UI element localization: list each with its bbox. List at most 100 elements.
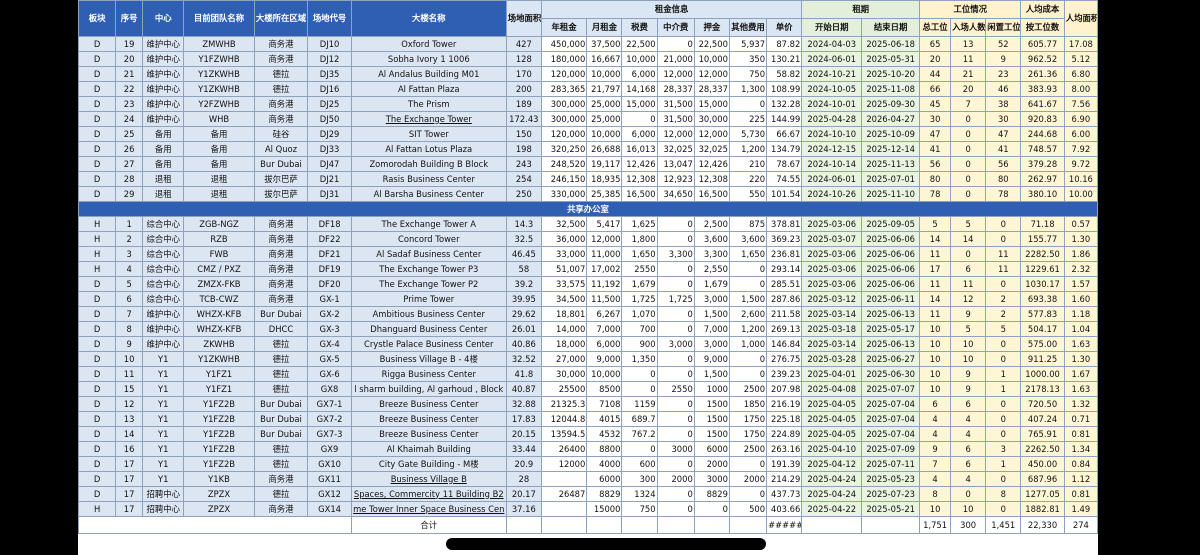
cell: 248,520 <box>540 156 588 172</box>
cell: The Exchange Tower P3 <box>350 261 507 277</box>
cell: 1.60 <box>1063 291 1098 307</box>
cell: 0 <box>656 411 695 427</box>
cell: 37,500 <box>586 36 623 52</box>
cell: 1.63 <box>1063 381 1098 397</box>
cell: 1,725 <box>621 291 658 307</box>
cell: 78.67 <box>766 156 803 172</box>
cell: 0 <box>728 486 768 502</box>
data-row: D 7 维护中心 WHZX-KFB Bur Dubai GX-2 Ambitious Bus… <box>78 306 1098 322</box>
cell: 6,267 <box>586 306 623 322</box>
cell: 66.67 <box>766 126 803 142</box>
cell: 招聘中心 <box>142 486 185 502</box>
cell: 47 <box>985 126 1022 142</box>
cell: 18,000 <box>540 336 588 352</box>
cell: 0 <box>950 246 987 262</box>
cell: 132.28 <box>766 96 803 112</box>
cell: me Tower Inner Space Business Cen <box>350 501 507 517</box>
cell: 0 <box>985 471 1022 487</box>
cell: D <box>78 171 117 187</box>
cell: 80 <box>985 171 1022 187</box>
cell: 17.83 <box>505 411 542 427</box>
cell: 0 <box>950 156 987 172</box>
cell: 0 <box>656 36 695 52</box>
cell: 2024-04-03 <box>801 36 863 52</box>
cell: 10 <box>950 336 987 352</box>
cell: 1,500 <box>693 366 730 382</box>
cell: 767.2 <box>621 426 658 442</box>
cell: 25,000 <box>586 111 623 127</box>
total-label: 合计 <box>350 516 507 534</box>
cell: 拔尔巴萨 <box>253 171 309 187</box>
cell: 32.52 <box>505 351 542 367</box>
cell: 7 <box>919 456 952 472</box>
cell: 退租 <box>142 171 185 187</box>
cell: DJ16 <box>307 81 352 97</box>
cell: 200 <box>505 81 542 97</box>
cell: 0.71 <box>1063 411 1098 427</box>
cell: 39.2 <box>505 276 542 292</box>
data-row: H 4 综合中心 CMZ / PXZ 商务港 DF19 The Exchange Tower… <box>78 261 1098 277</box>
data-row: D 28 退租 退租 拔尔巴萨 DJ21 Rasis Business Center 254 2… <box>78 171 1098 187</box>
cell: 7108 <box>586 396 623 412</box>
cell: 437.73 <box>766 486 803 502</box>
cell: 875 <box>728 216 768 232</box>
cell: 1,650 <box>621 246 658 262</box>
cell: 29.62 <box>505 306 542 322</box>
cell: 10 <box>919 336 952 352</box>
cell: 30 <box>985 111 1022 127</box>
cell: 1.18 <box>1063 306 1098 322</box>
cell: 214.29 <box>766 471 803 487</box>
data-row: D 19 维护中心 ZMWHB 商务港 DJ10 Oxford Tower 427 450,00… <box>78 36 1098 52</box>
cell: D <box>78 456 117 472</box>
cell: 0 <box>656 231 695 247</box>
column-header: 序号 <box>115 0 144 37</box>
cell: 备用 <box>183 126 255 142</box>
cell: Y1FZ2B <box>183 411 255 427</box>
cell: 商务港 <box>253 231 309 247</box>
cell: Bur Dubai <box>253 411 309 427</box>
cell: 1324 <box>621 486 658 502</box>
cell: 2025-07-01 <box>861 171 921 187</box>
cell <box>540 501 588 517</box>
cell: ZMZX-FKB <box>183 276 255 292</box>
cell: 44 <box>919 66 952 82</box>
cell: D <box>78 156 117 172</box>
cell: 备用 <box>142 141 185 157</box>
cell: 23 <box>115 96 144 112</box>
cell: 11 <box>115 366 144 382</box>
cell: 1.86 <box>1063 246 1098 262</box>
cell: 2025-03-12 <box>801 291 863 307</box>
cell: Y1 <box>142 456 185 472</box>
cell: 综合中心 <box>142 291 185 307</box>
cell: 27,000 <box>540 351 588 367</box>
cell: 2025-07-04 <box>861 426 921 442</box>
cell: City Gate Building - M楼 <box>350 456 507 472</box>
cell: 9.72 <box>1063 156 1098 172</box>
cell: 37.16 <box>505 501 542 517</box>
cell: 16 <box>115 441 144 457</box>
cell: 1,070 <box>621 306 658 322</box>
cell: GX-4 <box>307 336 352 352</box>
cell: 10,000 <box>621 51 658 67</box>
cell: 1850 <box>728 396 768 412</box>
cell: 78 <box>919 186 952 202</box>
cell: 20.17 <box>505 486 542 502</box>
cell: 1.49 <box>1063 501 1098 517</box>
cell: 8500 <box>586 381 623 397</box>
cell: 1 <box>985 381 1022 397</box>
total-cell: 300 <box>950 516 987 534</box>
cell: 6 <box>950 456 987 472</box>
cell: 550 <box>728 186 768 202</box>
cell: 综合中心 <box>142 261 185 277</box>
cell: 17 <box>919 261 952 277</box>
cell: 3,000 <box>693 291 730 307</box>
cell: ZPZX <box>183 486 255 502</box>
cell: 0 <box>728 351 768 367</box>
cell: 1000.00 <box>1020 366 1065 382</box>
cell: Al Barsha Business Center <box>350 186 507 202</box>
cell: 7.92 <box>1063 141 1098 157</box>
cell: 6 <box>115 291 144 307</box>
data-row: D 29 退租 退租 拔尔巴萨 DJ31 Al Barsha Business Center… <box>78 186 1098 202</box>
cell: Y1 <box>142 381 185 397</box>
cell: 6.90 <box>1063 111 1098 127</box>
